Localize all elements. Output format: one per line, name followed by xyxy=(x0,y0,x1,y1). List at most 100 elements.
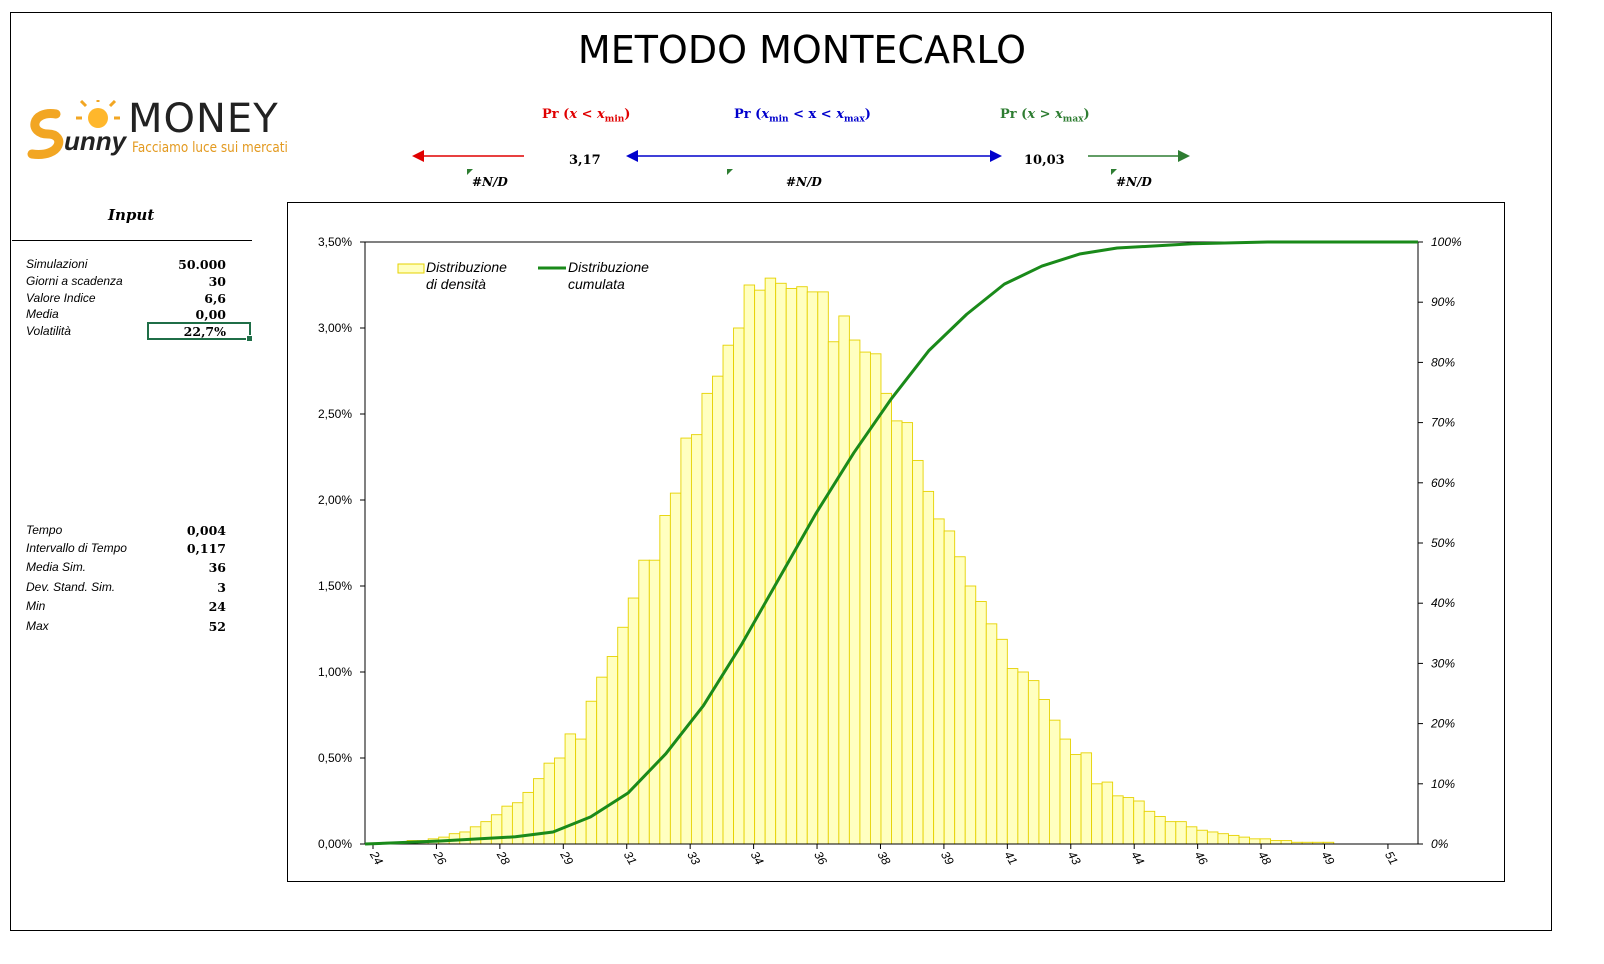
x-tick-label: 34 xyxy=(748,849,767,868)
x-tick-label: 26 xyxy=(430,848,449,868)
histogram-bar xyxy=(901,422,914,845)
histogram-bar xyxy=(754,289,766,845)
histogram-bar xyxy=(796,286,808,845)
histogram-bar xyxy=(648,559,661,845)
stat-row: Dev. Stand. Sim. 3 xyxy=(26,580,226,596)
histogram-bar xyxy=(659,515,671,845)
x-tick-label: 41 xyxy=(1001,849,1020,868)
histogram-bar xyxy=(1091,783,1103,845)
sunny-money-logo: unny MONEY Facciamo luce sui mercati xyxy=(26,96,288,166)
histogram-bar xyxy=(490,814,503,845)
input-divider xyxy=(12,240,252,241)
histogram-bar xyxy=(1175,821,1187,845)
stat-row: Tempo 0,004 xyxy=(26,523,226,539)
probability-arrows xyxy=(412,150,1190,162)
stat-label: Tempo xyxy=(26,523,63,537)
input-value[interactable]: 30 xyxy=(208,274,226,289)
x-tick-label: 31 xyxy=(621,849,640,868)
input-row: Volatilità 22,7% xyxy=(26,324,226,340)
x-tick-label: 36 xyxy=(811,849,830,868)
histogram-bar xyxy=(891,420,903,845)
histogram-bar xyxy=(606,656,619,845)
logo-tagline: Facciamo luce sui mercati xyxy=(132,140,288,156)
input-label: Giorni a scadenza xyxy=(26,274,123,288)
histogram-bar xyxy=(912,459,924,845)
stat-label: Dev. Stand. Sim. xyxy=(26,580,116,594)
histogram-bar xyxy=(701,392,713,845)
histogram-bar xyxy=(817,291,829,845)
svg-text:unny: unny xyxy=(64,126,128,156)
input-value[interactable]: 0,00 xyxy=(195,307,226,322)
input-value[interactable]: 6,6 xyxy=(204,291,226,306)
histogram-bar xyxy=(827,341,840,845)
y-right-tick-label: 70% xyxy=(1431,416,1455,430)
pr-min-label: Pr (x < xmin) xyxy=(542,107,631,125)
histogram-bar xyxy=(617,626,629,845)
y-left-tick-label: 2,50% xyxy=(318,407,352,421)
page-title: METODO MONTECARLO xyxy=(577,28,1027,72)
input-label: Media xyxy=(26,307,59,321)
x-tick-label: 33 xyxy=(684,849,703,868)
histogram-bar xyxy=(1154,816,1166,845)
histogram-bar xyxy=(1143,810,1156,845)
y-left-tick-label: 1,50% xyxy=(318,579,352,593)
y-left-tick-label: 0,50% xyxy=(318,751,352,765)
histogram-bar xyxy=(1122,797,1135,845)
y-right-tick-label: 100% xyxy=(1431,235,1462,249)
histogram-bar xyxy=(1112,795,1124,845)
y-left-tick-label: 3,00% xyxy=(318,321,352,335)
volatility-cell-selection[interactable] xyxy=(147,322,253,342)
pr-max-result: #N/D xyxy=(1116,175,1152,189)
histogram-chart: 0,00% 0,50% 1,00% 1,50% 2,00% 2,50% 3,00% 3,50%… xyxy=(318,235,1462,868)
y-right-tick-label: 50% xyxy=(1431,536,1455,550)
input-value[interactable]: 50.000 xyxy=(178,257,226,272)
legend-density-label-line1: Distribuzione xyxy=(426,259,507,275)
y-left-tick-label: 3,50% xyxy=(318,235,352,249)
histogram-bar xyxy=(712,375,724,845)
x-tick-label: 28 xyxy=(493,848,512,868)
stat-label: Intervallo di Tempo xyxy=(26,541,127,555)
input-row: Valore Indice 6,6 xyxy=(26,291,226,307)
xmax-value[interactable]: 10,03 xyxy=(1024,153,1065,168)
histogram-bar xyxy=(1017,671,1029,845)
page-frame xyxy=(10,12,1552,931)
left-red-arrow-icon xyxy=(412,150,524,162)
y-right-tick-label: 30% xyxy=(1431,656,1455,670)
y-right-tick-label: 90% xyxy=(1431,295,1455,309)
stat-label: Media Sim. xyxy=(26,560,87,574)
histogram-bar xyxy=(880,392,892,845)
histogram-bar xyxy=(922,490,935,845)
right-green-arrow-icon xyxy=(1088,150,1190,162)
histogram-bar xyxy=(1270,840,1282,845)
histogram-bar xyxy=(480,821,492,845)
input-row: Giorni a scadenza 30 xyxy=(26,274,226,290)
histogram-bar xyxy=(733,327,745,845)
y-right-tick-label: 0% xyxy=(1431,837,1449,851)
input-title: Input xyxy=(108,206,155,224)
histogram-bar xyxy=(680,437,692,845)
input-value[interactable]: 22,7% xyxy=(183,324,226,339)
histogram-bar xyxy=(1196,829,1208,845)
histogram-bar xyxy=(954,556,966,845)
histogram-bar xyxy=(1249,838,1261,845)
histogram-bar xyxy=(1185,826,1198,845)
x-tick-label: 46 xyxy=(1192,849,1211,868)
histogram-bar xyxy=(975,601,987,845)
stat-value: 52 xyxy=(208,619,226,634)
stat-row: Max 52 xyxy=(26,619,226,635)
pr-min-result: #N/D xyxy=(472,175,508,189)
cumulative-line xyxy=(364,240,1418,846)
histogram-bar xyxy=(1238,836,1250,845)
histogram-bar xyxy=(669,492,682,845)
x-tick-label: 39 xyxy=(938,849,957,868)
x-tick-label: 24 xyxy=(367,848,386,868)
input-label: Simulazioni xyxy=(26,257,88,271)
y-left-tick-label: 2,00% xyxy=(318,493,352,507)
xmin-value[interactable]: 3,17 xyxy=(569,153,601,168)
x-tick-label: 43 xyxy=(1065,849,1084,868)
y-right-tick-label: 40% xyxy=(1431,596,1455,610)
histogram-bar xyxy=(859,351,871,845)
center-blue-double-arrow-icon xyxy=(626,150,1002,162)
fill-handle[interactable] xyxy=(246,335,253,342)
histogram-bar xyxy=(1049,719,1061,845)
